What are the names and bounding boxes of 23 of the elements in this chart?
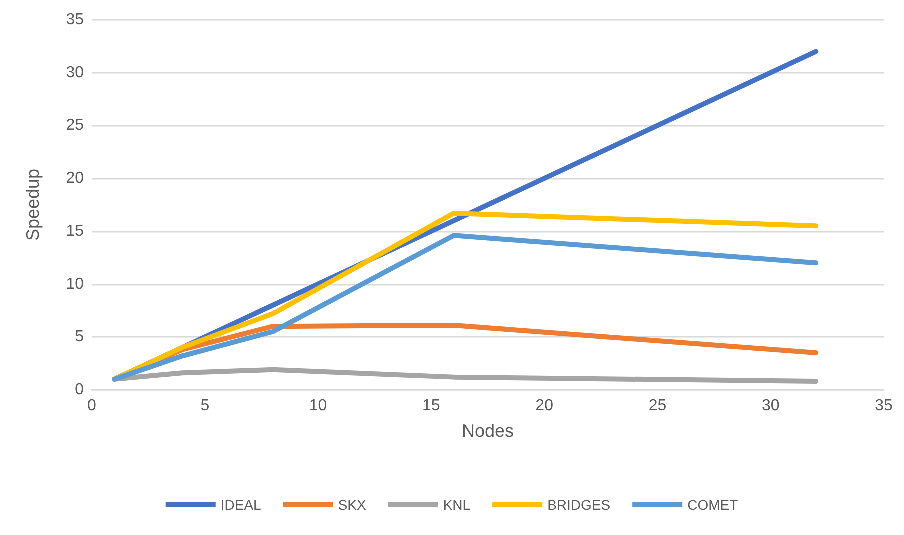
x-tick-label: 10 — [309, 398, 328, 414]
legend-label: SKX — [338, 497, 367, 513]
legend-label: IDEAL — [220, 497, 262, 513]
y-tick-label: 25 — [66, 117, 84, 134]
y-axis-title: Speedup — [23, 168, 43, 242]
y-tick-label: 20 — [66, 170, 84, 188]
y-tick-label: 0 — [75, 382, 84, 398]
x-tick-label: 35 — [875, 398, 893, 414]
y-tick-label: 5 — [75, 328, 84, 346]
x-tick-label: 5 — [200, 398, 210, 414]
y-tick-label: 35 — [66, 12, 84, 28]
legend-label: COMET — [688, 497, 739, 513]
x-tick-label: 15 — [422, 398, 440, 414]
legend-label: KNL — [443, 497, 471, 513]
x-tick-label: 0 — [88, 398, 97, 414]
x-tick-label: 20 — [536, 398, 554, 414]
y-tick-label: 30 — [66, 64, 84, 82]
x-tick-label: 25 — [648, 398, 667, 414]
x-axis-title: Nodes — [462, 421, 514, 441]
y-tick-label: 10 — [66, 276, 84, 293]
x-tick-label: 30 — [762, 398, 780, 414]
y-tick-label: 15 — [66, 222, 84, 240]
legend-label: BRIDGES — [548, 497, 611, 513]
